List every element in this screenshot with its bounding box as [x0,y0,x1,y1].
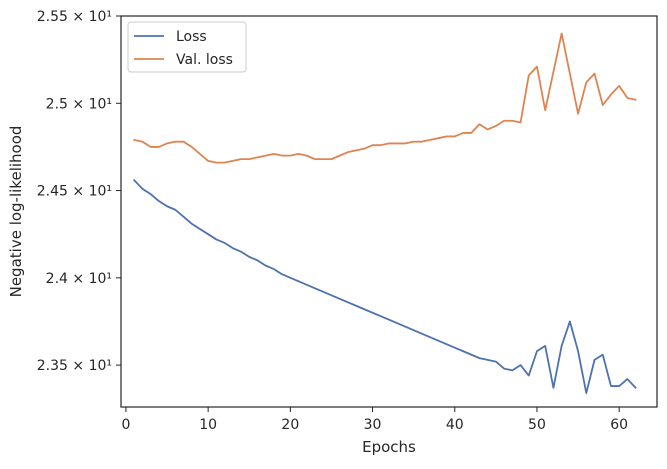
legend-label: Val. loss [176,52,233,68]
y-tick-label: 2.5 × 10¹ [46,96,112,112]
series-line-loss [133,179,637,394]
x-axis-label: Epochs [362,438,416,456]
y-tick-label: 2.4 × 10¹ [46,271,112,287]
x-tick-label: 30 [364,417,382,433]
series-line-val-loss [133,32,637,164]
legend-label: Loss [176,29,207,45]
x-tick-label: 40 [446,417,464,433]
series-layer [133,32,637,394]
plot-frame [120,15,658,408]
x-tick-label: 20 [281,417,299,433]
y-tick-label: 2.35 × 10¹ [37,358,112,374]
x-tick-label: 60 [610,417,628,433]
y-tick-label: 2.45 × 10¹ [37,184,112,200]
x-tick-label: 50 [528,417,546,433]
x-tick-label: 0 [121,417,130,433]
legend: Loss Val. loss [127,21,247,73]
y-tick-label: 2.55 × 10¹ [37,9,112,25]
axes: 0 10 20 30 40 50 60 2.35 × 10¹ 2.4 × 10¹ 2.45 × 1… [37,9,628,433]
y-axis-label: Negative log-likelihood [7,126,25,298]
x-tick-label: 10 [199,417,217,433]
